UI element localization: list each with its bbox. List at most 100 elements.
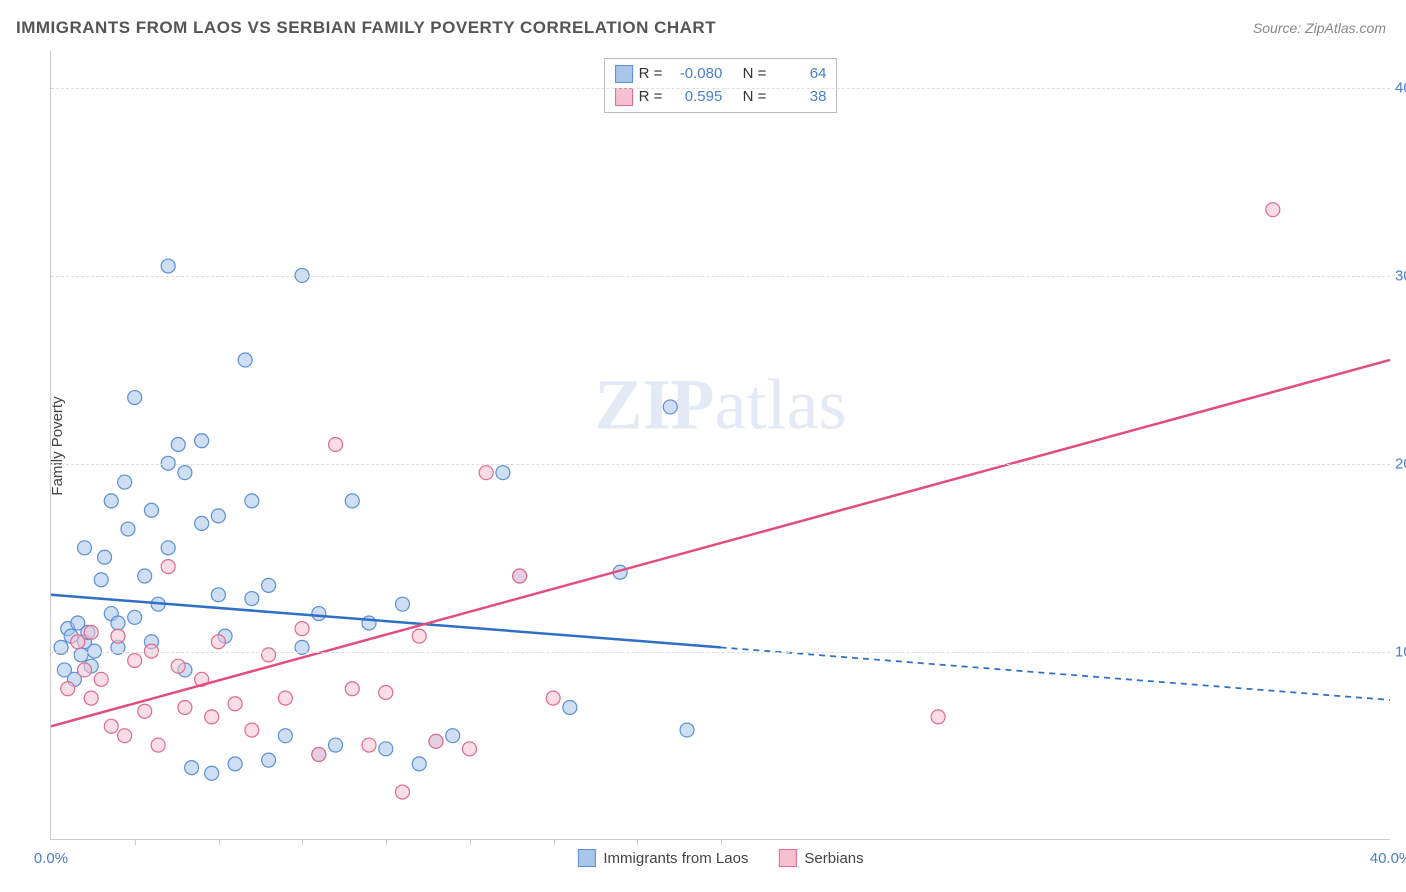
data-point-serbians (138, 704, 152, 718)
scatter-svg (51, 50, 1390, 839)
data-point-laos (446, 729, 460, 743)
data-point-laos (312, 607, 326, 621)
data-point-laos (228, 757, 242, 771)
data-point-serbians (245, 723, 259, 737)
legend-row-serbians: R = 0.595 N = 38 (615, 86, 827, 109)
data-point-laos (111, 616, 125, 630)
chart-title: IMMIGRANTS FROM LAOS VS SERBIAN FAMILY P… (16, 18, 716, 38)
data-point-serbians (171, 659, 185, 673)
legend-row-laos: R = -0.080 N = 64 (615, 63, 827, 86)
gridline (51, 464, 1390, 465)
series-legend: Immigrants from Laos Serbians (577, 849, 863, 867)
data-point-serbians (429, 734, 443, 748)
data-point-serbians (546, 691, 560, 705)
data-point-serbians (295, 622, 309, 636)
gridline (51, 88, 1390, 89)
data-point-laos (395, 597, 409, 611)
data-point-serbians (278, 691, 292, 705)
data-point-serbians (178, 701, 192, 715)
data-point-serbians (462, 742, 476, 756)
legend-r-laos: -0.080 (668, 63, 722, 86)
legend-n-label: N = (743, 86, 767, 109)
data-point-laos (104, 494, 118, 508)
data-point-serbians (161, 560, 175, 574)
data-point-laos (178, 466, 192, 480)
data-point-laos (118, 475, 132, 489)
data-point-serbians (111, 629, 125, 643)
data-point-serbians (84, 625, 98, 639)
data-point-laos (211, 509, 225, 523)
data-point-serbians (329, 438, 343, 452)
data-point-serbians (94, 672, 108, 686)
legend-n-label: N = (743, 63, 767, 86)
data-point-serbians (412, 629, 426, 643)
legend-r-label: R = (639, 63, 663, 86)
data-point-laos (345, 494, 359, 508)
data-point-laos (128, 610, 142, 624)
legend-n-laos: 64 (772, 63, 826, 86)
data-point-laos (329, 738, 343, 752)
plot-area: ZIPatlas R = -0.080 N = 64 R = 0.595 N =… (50, 50, 1390, 840)
data-point-serbians (71, 635, 85, 649)
xtick-mark (386, 839, 387, 845)
data-point-serbians (104, 719, 118, 733)
legend-r-label: R = (639, 86, 663, 109)
data-point-laos (161, 259, 175, 273)
xtick-mark (219, 839, 220, 845)
data-point-laos (245, 494, 259, 508)
data-point-laos (245, 592, 259, 606)
ytick-label: 30.0% (1395, 267, 1406, 284)
xtick-mark (637, 839, 638, 845)
gridline (51, 276, 1390, 277)
data-point-laos (138, 569, 152, 583)
data-point-serbians (931, 710, 945, 724)
legend-swatch-serbians (615, 88, 633, 106)
data-point-serbians (362, 738, 376, 752)
legend-swatch-laos (615, 65, 633, 83)
data-point-serbians (479, 466, 493, 480)
data-point-serbians (84, 691, 98, 705)
ytick-label: 20.0% (1395, 455, 1406, 472)
data-point-laos (262, 578, 276, 592)
legend-swatch-serbians (778, 849, 796, 867)
xtick-label: 40.0% (1370, 850, 1406, 867)
data-point-laos (205, 766, 219, 780)
data-point-serbians (151, 738, 165, 752)
data-point-serbians (61, 682, 75, 696)
data-point-laos (238, 353, 252, 367)
data-point-laos (262, 753, 276, 767)
data-point-laos (98, 550, 112, 564)
data-point-laos (195, 516, 209, 530)
data-point-serbians (118, 729, 132, 743)
ytick-label: 40.0% (1395, 79, 1406, 96)
correlation-legend: R = -0.080 N = 64 R = 0.595 N = 38 (604, 58, 838, 113)
data-point-serbians (395, 785, 409, 799)
data-point-laos (77, 541, 91, 555)
data-point-serbians (128, 654, 142, 668)
data-point-serbians (379, 685, 393, 699)
legend-n-serbians: 38 (772, 86, 826, 109)
legend-swatch-laos (577, 849, 595, 867)
data-point-laos (161, 541, 175, 555)
data-point-laos (663, 400, 677, 414)
data-point-laos (185, 761, 199, 775)
gridline (51, 652, 1390, 653)
data-point-laos (680, 723, 694, 737)
data-point-serbians (77, 663, 91, 677)
data-point-laos (128, 391, 142, 405)
xtick-mark (470, 839, 471, 845)
xtick-label: 0.0% (34, 850, 68, 867)
data-point-laos (211, 588, 225, 602)
legend-label-laos: Immigrants from Laos (603, 850, 748, 867)
source-name: ZipAtlas.com (1305, 20, 1386, 36)
data-point-laos (74, 648, 88, 662)
legend-item-serbians: Serbians (778, 849, 863, 867)
data-point-serbians (205, 710, 219, 724)
source-attribution: Source: ZipAtlas.com (1253, 20, 1386, 36)
xtick-mark (135, 839, 136, 845)
xtick-mark (721, 839, 722, 845)
trendline-serbians (51, 360, 1390, 726)
data-point-laos (171, 438, 185, 452)
data-point-serbians (228, 697, 242, 711)
data-point-laos (195, 434, 209, 448)
